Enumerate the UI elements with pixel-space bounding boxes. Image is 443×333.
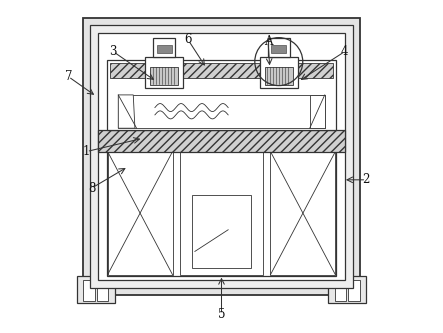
Bar [97,280,108,301]
Bar [272,45,287,53]
Bar [150,67,178,85]
Bar [107,150,336,276]
Text: 5: 5 [218,308,225,321]
Bar [260,57,298,88]
Text: 6: 6 [184,33,192,47]
Polygon shape [310,95,325,128]
Text: 3: 3 [109,45,117,58]
Text: 2: 2 [363,173,370,186]
Text: 1: 1 [83,145,90,158]
Bar [153,38,175,57]
Text: 7: 7 [65,70,72,83]
Bar [348,280,360,301]
Polygon shape [118,95,135,128]
Bar [180,152,263,275]
Bar [108,152,173,275]
Text: 8: 8 [88,181,95,195]
Bar [191,195,252,268]
Bar [98,33,345,280]
Text: A: A [264,35,272,48]
Bar [90,25,353,288]
Bar [107,60,336,130]
Bar [145,57,183,88]
Bar [83,280,95,301]
Bar [156,45,171,53]
Bar [335,280,346,301]
Bar [268,38,290,57]
Bar [265,67,293,85]
Text: 4: 4 [341,45,349,58]
Bar [328,276,366,303]
Bar [77,276,115,303]
Bar [98,130,345,152]
Bar [270,152,335,275]
Bar [110,63,333,78]
Bar [118,95,325,128]
Bar [83,18,360,295]
